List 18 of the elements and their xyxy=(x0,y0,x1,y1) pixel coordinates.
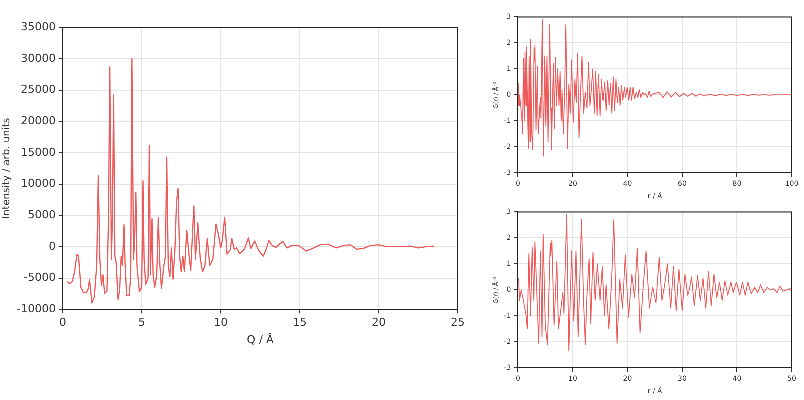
x-tick-label: 10 xyxy=(214,316,228,330)
x-tick-label: 15 xyxy=(292,316,307,330)
x-tick-label: 20 xyxy=(372,316,386,330)
y-tick-label: 15000 xyxy=(20,146,56,159)
x-tick-label: 25 xyxy=(451,316,465,330)
y-tick-label: 5000 xyxy=(28,208,56,222)
y-tick-label: 35000 xyxy=(20,20,56,34)
y-tick-label: 30000 xyxy=(20,52,56,65)
x-tick-label: 5 xyxy=(138,316,146,330)
x-tick-label: 0 xyxy=(59,316,66,330)
y-tick-label: -10000 xyxy=(16,302,56,316)
x-axis-title: Q / Å xyxy=(247,332,274,346)
y-tick-label: 25000 xyxy=(20,83,56,96)
y-axis-title: Intensity / arb. units xyxy=(2,118,13,219)
y-tick-label: 20000 xyxy=(20,114,56,128)
y-tick-label: 0 xyxy=(48,240,56,253)
y-tick-label: -5000 xyxy=(24,271,56,284)
y-tick-label: 10000 xyxy=(20,177,56,190)
